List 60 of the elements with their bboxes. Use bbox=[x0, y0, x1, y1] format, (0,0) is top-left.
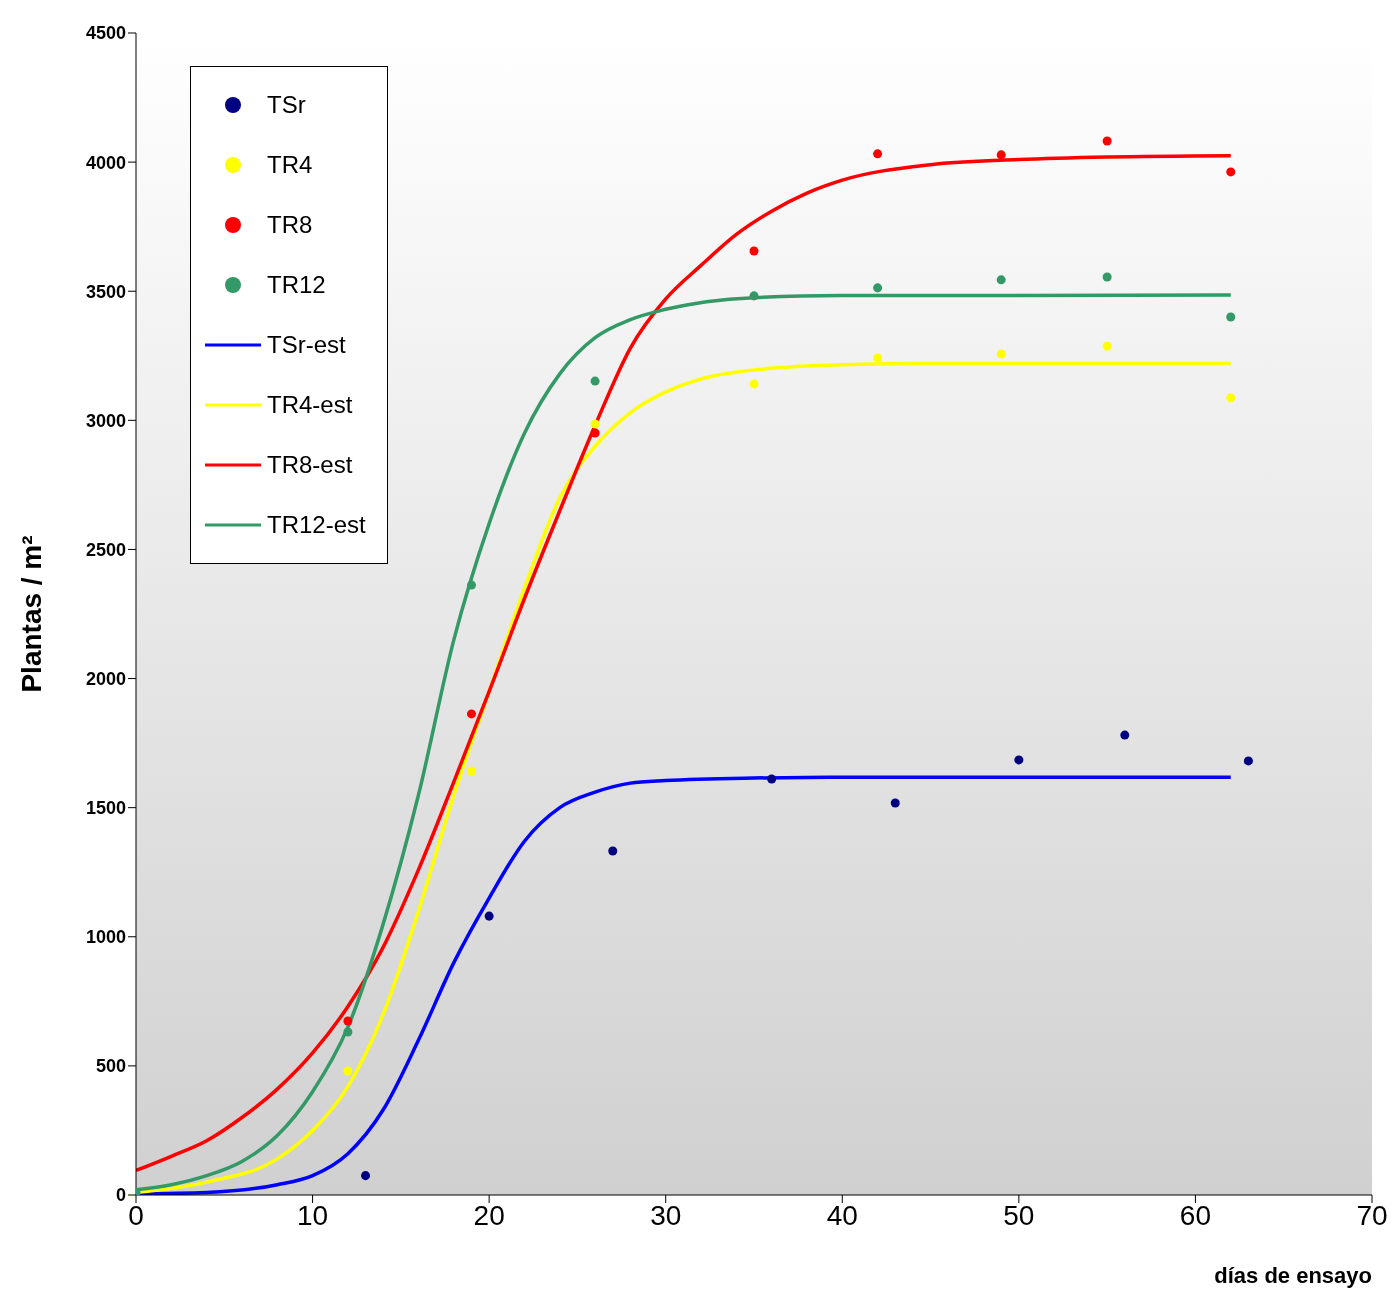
point bbox=[1243, 756, 1253, 766]
legend-label: TR12 bbox=[267, 271, 326, 299]
y-tick-label: 2000 bbox=[85, 668, 126, 689]
point bbox=[1226, 312, 1236, 322]
x-tick-label: 30 bbox=[650, 1199, 682, 1231]
point bbox=[1014, 755, 1024, 765]
point bbox=[343, 1016, 353, 1026]
point bbox=[996, 349, 1006, 359]
point bbox=[466, 766, 476, 776]
point bbox=[996, 150, 1006, 160]
y-tick-label: 4000 bbox=[85, 152, 126, 173]
y-tick-label: 1000 bbox=[85, 927, 126, 948]
point bbox=[996, 275, 1006, 285]
point bbox=[608, 846, 618, 856]
point bbox=[1120, 730, 1130, 740]
point bbox=[343, 1066, 353, 1076]
point bbox=[749, 246, 759, 256]
point bbox=[466, 580, 476, 590]
point bbox=[343, 1027, 353, 1037]
point bbox=[749, 379, 759, 389]
point bbox=[890, 798, 900, 808]
point bbox=[1102, 341, 1112, 351]
x-tick-label: 20 bbox=[473, 1199, 505, 1231]
x-tick-label: 50 bbox=[1003, 1199, 1035, 1231]
point bbox=[361, 1171, 371, 1181]
point bbox=[873, 353, 883, 363]
point bbox=[590, 419, 600, 429]
legend-label: TR4-est bbox=[267, 391, 353, 419]
point bbox=[1226, 393, 1236, 403]
x-tick-label: 60 bbox=[1179, 1199, 1212, 1231]
y-tick-label: 2500 bbox=[85, 539, 126, 560]
point bbox=[873, 283, 883, 293]
legend-label: TR8 bbox=[267, 211, 313, 239]
y-tick-label: 4500 bbox=[85, 23, 126, 44]
point bbox=[1102, 136, 1112, 146]
y-tick-label: 500 bbox=[95, 1056, 126, 1077]
legend-label: TR12-est bbox=[267, 511, 366, 539]
point bbox=[1226, 167, 1236, 177]
point bbox=[484, 911, 494, 921]
x-tick-label: 10 bbox=[296, 1199, 329, 1231]
point bbox=[767, 774, 777, 784]
point bbox=[749, 291, 759, 301]
y-tick-label: 3500 bbox=[85, 281, 126, 302]
legend-label: TSr-est bbox=[267, 331, 346, 359]
y-tick-label: 3000 bbox=[85, 410, 126, 431]
point bbox=[590, 376, 600, 386]
y-tick-label: 1500 bbox=[85, 798, 126, 819]
line-series bbox=[136, 153, 1233, 1173]
x-tick-label: 40 bbox=[826, 1199, 858, 1231]
y-axis-title: Plantas / m² bbox=[15, 535, 47, 693]
point bbox=[590, 428, 600, 438]
y-tick-label: 0 bbox=[115, 1185, 126, 1206]
point bbox=[1102, 272, 1112, 282]
legend-label: TR4 bbox=[267, 151, 313, 179]
legend-label: TR8-est bbox=[267, 451, 353, 479]
x-axis-title: días de ensayo bbox=[1214, 1263, 1372, 1288]
legend-label: TSr bbox=[267, 91, 306, 119]
x-tick-label: 70 bbox=[1356, 1199, 1388, 1231]
point bbox=[873, 149, 883, 159]
point bbox=[466, 709, 476, 719]
